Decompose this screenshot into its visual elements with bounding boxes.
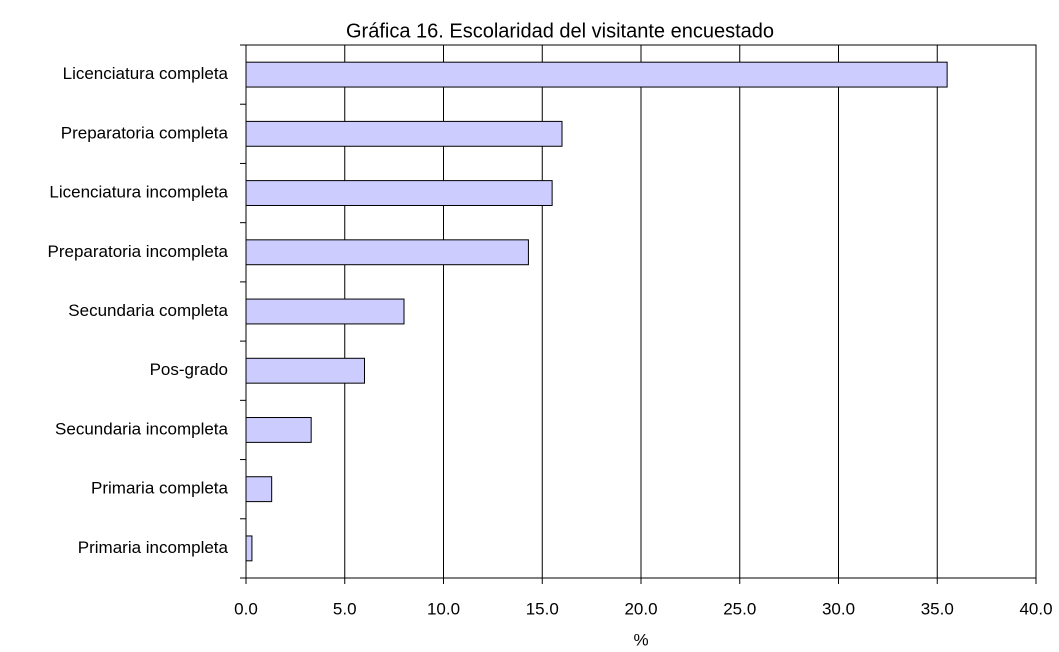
bar	[245, 476, 273, 503]
bar	[245, 180, 553, 206]
y-tick-label: Pos-grado	[150, 360, 228, 379]
y-tick-label: Primaria completa	[91, 479, 229, 498]
bar	[245, 417, 312, 443]
y-tick-label: Preparatoria completa	[61, 123, 229, 142]
y-tick-label: Secundaria incompleta	[55, 419, 228, 438]
y-tick-label: Preparatoria incompleta	[48, 242, 229, 261]
y-tick-label: Secundaria completa	[68, 301, 228, 320]
y-tick-label: Primaria incompleta	[78, 538, 229, 557]
x-tick-label: 30.0	[822, 599, 855, 618]
bar	[245, 120, 563, 147]
y-tick-label: Licenciatura incompleta	[49, 183, 228, 202]
bar	[245, 61, 948, 88]
y-tick-label: Licenciatura completa	[63, 64, 229, 83]
chart-title: Gráfica 16. Escolaridad del visitante en…	[346, 20, 774, 42]
bar	[245, 357, 365, 384]
bar	[245, 239, 529, 266]
x-tick-label: 10.0	[427, 599, 460, 618]
x-tick-label: 0.0	[234, 599, 258, 618]
x-tick-label: 5.0	[333, 599, 357, 618]
x-axis-label: %	[633, 630, 648, 649]
x-tick-label: 20.0	[624, 599, 657, 618]
x-tick-label: 15.0	[526, 599, 559, 618]
bar	[245, 298, 405, 325]
bar	[245, 535, 253, 562]
x-tick-label: 25.0	[723, 599, 756, 618]
x-tick-label: 40.0	[1019, 599, 1052, 618]
x-tick-label: 35.0	[921, 599, 954, 618]
